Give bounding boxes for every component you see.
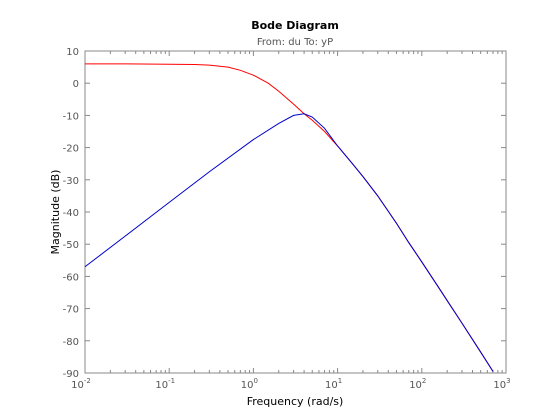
y-tick-label: -40 <box>63 208 79 219</box>
y-tick-label: 10 <box>66 47 79 58</box>
y-tick-label: -70 <box>63 305 79 316</box>
chart-title: Bode Diagram <box>251 19 339 32</box>
y-tick-label: -30 <box>63 176 79 187</box>
y-tick-label: -90 <box>63 369 79 380</box>
y-axis-label: Magnitude (dB) <box>49 170 62 255</box>
x-axis-label: Frequency (rad/s) <box>247 395 344 408</box>
y-tick-label: -60 <box>63 272 79 283</box>
y-tick-label: -20 <box>63 144 79 155</box>
chart-subtitle: From: du To: yP <box>257 37 333 48</box>
x-tick-label: 102 <box>409 377 426 391</box>
x-tick-label: 101 <box>325 377 342 391</box>
y-tick-label: -10 <box>63 111 79 122</box>
x-tick-label: 103 <box>493 377 510 391</box>
y-tick-label: -50 <box>63 240 79 251</box>
x-tick-label: 100 <box>241 377 258 391</box>
x-tick-label: 10-1 <box>155 377 175 391</box>
plot-frame <box>84 50 507 374</box>
y-tick-label: 0 <box>73 79 79 90</box>
series-line-2 <box>84 113 494 372</box>
y-tick-label: -80 <box>63 337 79 348</box>
x-tick-label: 10-2 <box>71 377 91 391</box>
